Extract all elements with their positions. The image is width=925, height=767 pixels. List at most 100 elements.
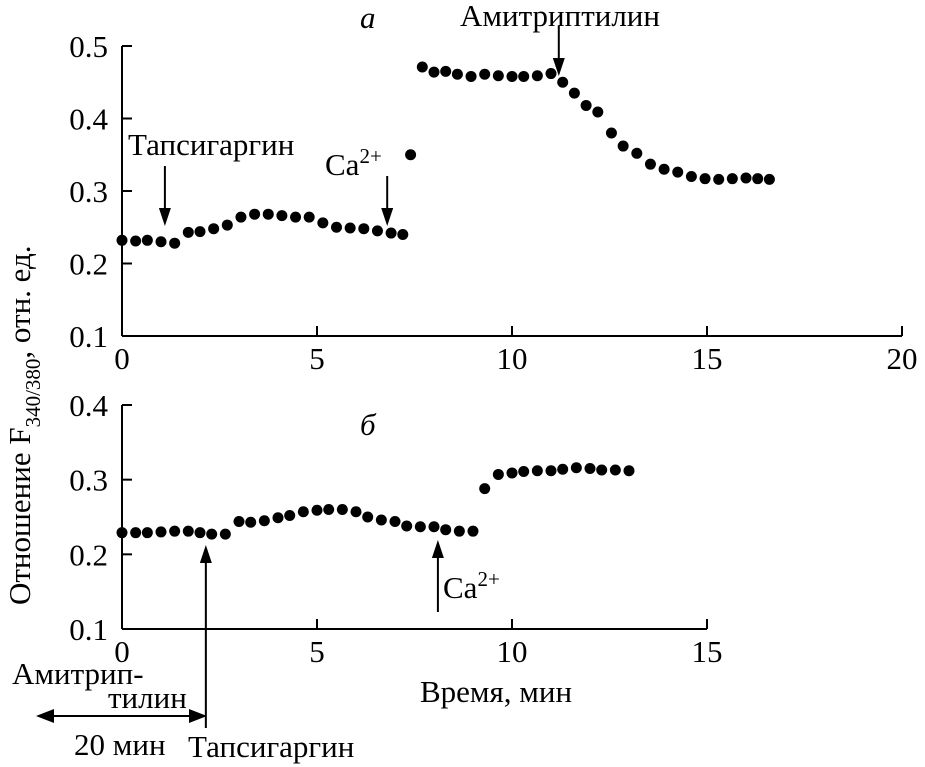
panel-a-ticks: [121, 45, 903, 337]
data-point: [182, 525, 194, 537]
data-point: [344, 222, 356, 234]
data-point: [545, 465, 557, 477]
data-point: [506, 70, 518, 82]
annotation-label: Тапсигаргин: [128, 127, 294, 162]
data-point: [221, 219, 233, 231]
annotation-label: Тапсигаргин: [188, 729, 354, 764]
data-point: [141, 234, 153, 246]
data-point: [479, 68, 491, 80]
data-point: [414, 521, 426, 533]
annotation-amitriptyline-a: Амитриптилин: [460, 0, 660, 76]
panel-a-tick-labels: 0 5 10 15 20 0.1 0.2 0.3 0.4 0.5: [69, 29, 917, 376]
data-point: [389, 515, 401, 527]
data-point: [592, 106, 604, 118]
data-point: [465, 70, 477, 82]
data-point: [467, 525, 479, 537]
data-point: [155, 526, 167, 538]
data-point: [623, 465, 635, 477]
annotation-calcium-a: Ca2+: [325, 144, 394, 226]
annotation-arrowhead: [199, 545, 212, 563]
y-tick-label: 0.3: [69, 174, 108, 209]
data-point: [557, 463, 569, 475]
y-tick-label: 0.4: [69, 388, 108, 423]
data-point: [375, 514, 387, 526]
data-point: [245, 516, 257, 528]
data-point: [182, 226, 194, 238]
x-tick-label: 15: [692, 634, 723, 669]
x-tick-label: 20: [887, 341, 918, 376]
data-point: [685, 171, 697, 182]
data-point: [428, 521, 440, 533]
data-point: [385, 227, 397, 239]
data-point: [350, 506, 362, 518]
panel-b-letter: б: [360, 407, 377, 442]
data-point: [557, 76, 569, 88]
panel-a: 0 5 10 15 20 0.1 0.2 0.3 0.4 0.5 а Тапсигаргин Ca…: [69, 0, 917, 376]
data-point: [752, 173, 764, 185]
data-point: [297, 506, 309, 518]
panel-b-axes: [121, 405, 707, 630]
data-point: [428, 66, 440, 78]
data-point: [169, 525, 181, 537]
annotation-thapsigargin-b: Тапсигаргин: [188, 545, 354, 764]
data-point: [401, 520, 413, 532]
data-point: [568, 87, 580, 99]
data-point: [331, 221, 342, 233]
annotation-label: Амитриптилин: [460, 0, 660, 33]
data-point: [617, 140, 629, 152]
annotation-arrowhead: [431, 540, 444, 558]
y-tick-label: 0.1: [69, 612, 108, 647]
x-tick-label: 10: [497, 634, 528, 669]
x-tick-label: 15: [692, 341, 723, 376]
data-point: [545, 68, 557, 80]
data-point: [605, 127, 617, 139]
data-point: [362, 511, 374, 523]
data-point: [262, 208, 274, 220]
data-point: [130, 235, 142, 247]
y-tick-label: 0.2: [69, 537, 108, 572]
y-tick-label: 0.1: [69, 319, 108, 354]
data-point: [580, 99, 592, 111]
data-point: [492, 70, 504, 82]
data-point: [323, 504, 335, 516]
data-point: [290, 211, 302, 223]
data-point: [235, 211, 247, 223]
annotation-label-line2: тилин: [108, 680, 187, 715]
x-tick-label: 5: [309, 634, 325, 669]
data-point: [284, 510, 296, 522]
data-point: [371, 225, 383, 237]
data-point: [206, 528, 218, 540]
data-point: [336, 504, 348, 516]
data-point: [311, 504, 323, 516]
data-point: [194, 226, 206, 238]
y-axis-title: Отношение F340/380, отн. ед.: [2, 245, 45, 605]
data-point: [258, 515, 270, 527]
panel-b: 0 5 10 15 0.1 0.2 0.3 0.4 б Ca2+ Тапсигаргин Ам…: [12, 388, 723, 764]
duration-arrowhead-right: [189, 709, 207, 723]
x-tick-label: 5: [309, 341, 325, 376]
x-axis-title: Время, мин: [420, 674, 572, 709]
annotation-arrowhead: [381, 208, 394, 226]
annotation-label: Ca2+: [325, 144, 382, 182]
panel-a-letter: а: [360, 0, 376, 35]
data-point: [479, 483, 491, 495]
data-point: [506, 467, 518, 479]
panel-a-points: [116, 61, 775, 249]
data-point: [405, 149, 417, 161]
annotation-arrowhead: [158, 208, 171, 226]
annotation-thapsigargin-a: Тапсигаргин: [128, 127, 294, 226]
annotation-arrowhead: [552, 58, 565, 76]
annotation-label-line1: Амитрип-: [12, 656, 144, 691]
data-point: [740, 172, 752, 184]
y-tick-label: 0.3: [69, 463, 108, 498]
data-point: [631, 147, 643, 159]
x-tick-label: 10: [497, 341, 528, 376]
data-point: [672, 166, 684, 178]
annotation-label: Ca2+: [443, 567, 500, 605]
data-point: [596, 464, 608, 476]
data-point: [451, 68, 463, 80]
data-point: [194, 527, 206, 539]
annotation-amitriptyline-b: Амитрип- тилин 20 мин: [12, 656, 207, 762]
data-point: [169, 237, 181, 249]
